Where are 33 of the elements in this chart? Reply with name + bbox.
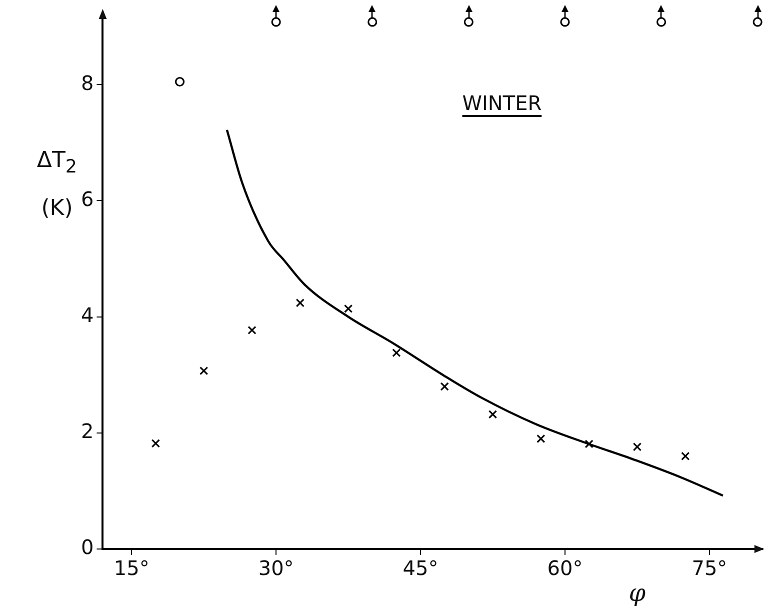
point [536,434,546,444]
point [632,442,642,452]
point [200,366,208,376]
point [151,439,160,448]
y-axis-title: ΔT$_{2}$ (K) [36,148,78,222]
point [440,382,449,391]
annotation: WINTER [462,91,542,115]
point [752,17,762,27]
y-tick-label: 2 [80,419,94,444]
point [488,410,498,419]
y-tick-label: 4 [80,303,94,328]
point [392,348,401,358]
point [344,304,353,314]
x-tick-label: 30° [258,556,294,580]
y-tick-label: 8 [80,70,94,95]
x-tick-label: 75° [692,556,728,580]
point [296,298,304,308]
x-tick-label: 15° [114,556,150,580]
y-tick-label: 6 [80,186,94,211]
point [174,76,185,87]
x-axis-title: φ [628,579,646,607]
point [584,440,594,448]
point [681,452,690,460]
x-tick-label: 60° [547,556,583,580]
x-tick-label: 45° [402,556,438,580]
point [368,17,378,27]
line-series [226,128,724,497]
point [464,17,474,27]
y-tick-label: 0 [80,535,94,560]
point [248,326,256,335]
point [656,17,666,27]
point [560,17,570,27]
point [271,17,281,27]
